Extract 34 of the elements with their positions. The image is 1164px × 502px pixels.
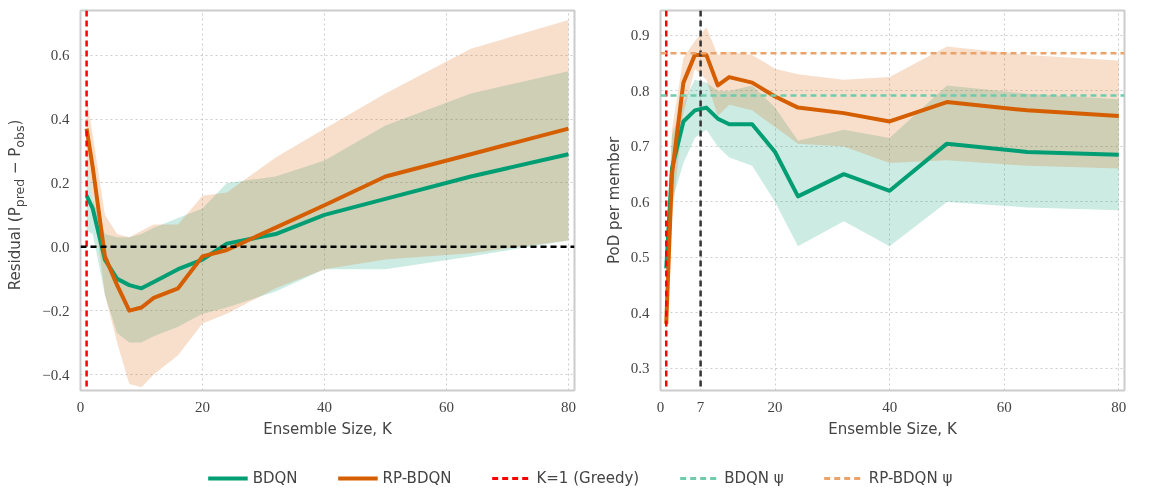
line-series bbox=[84, 126, 571, 313]
y-tick-label: 0.4 bbox=[50, 111, 70, 128]
x-tick-label: 40 bbox=[316, 398, 332, 415]
legend-label: K=1 (Greedy) bbox=[536, 468, 640, 487]
y-tick-label: 0.6 bbox=[630, 193, 650, 210]
x-tick-label: 80 bbox=[560, 398, 576, 415]
x-tick-label: 0 bbox=[656, 398, 665, 415]
x-tick-label: 80 bbox=[1111, 398, 1127, 415]
line-series bbox=[664, 52, 1121, 326]
y-tick-label: 0.6 bbox=[50, 47, 70, 64]
x-tick-label: 20 bbox=[194, 398, 210, 415]
x-axis-title: Ensemble Size, K bbox=[828, 419, 958, 438]
y-tick-label: 0.2 bbox=[50, 174, 70, 191]
y-tick-label: 0.0 bbox=[50, 238, 70, 255]
y-tick-label: 0.4 bbox=[630, 304, 650, 321]
x-tick-label: 40 bbox=[882, 398, 898, 415]
y-tick-label: −0.2 bbox=[42, 302, 70, 319]
legend-label: RP-BDQN ψ bbox=[868, 468, 953, 487]
x-tick-label: 7 bbox=[696, 398, 705, 415]
y-axis-title: PoD per member bbox=[604, 136, 623, 265]
x-axis-title: Ensemble Size, K bbox=[263, 419, 393, 438]
y-tick-label: 0.5 bbox=[630, 249, 650, 266]
y-tick-label: 0.3 bbox=[630, 360, 650, 377]
x-tick-label: 0 bbox=[76, 398, 85, 415]
legend-label: BDQN bbox=[252, 468, 298, 487]
y-tick-label: 0.8 bbox=[630, 82, 650, 99]
x-tick-label: 60 bbox=[996, 398, 1012, 415]
y-tick-label: −0.4 bbox=[42, 366, 70, 383]
x-tick-label: 60 bbox=[438, 398, 454, 415]
y-tick-label: 0.7 bbox=[630, 138, 650, 155]
x-tick-label: 20 bbox=[767, 398, 783, 415]
legend-label: BDQN ψ bbox=[724, 468, 784, 487]
legend-label: RP-BDQN bbox=[382, 468, 452, 487]
y-tick-label: 0.9 bbox=[630, 27, 650, 44]
